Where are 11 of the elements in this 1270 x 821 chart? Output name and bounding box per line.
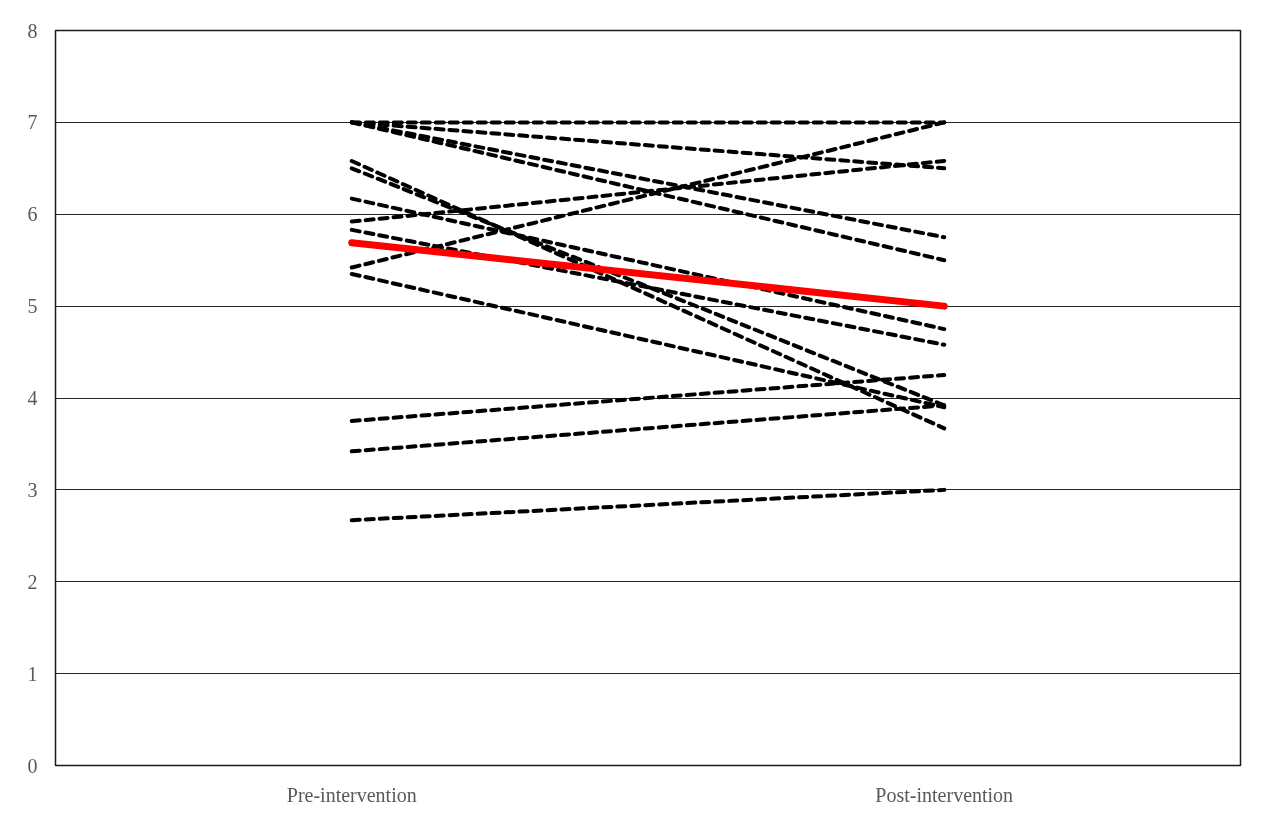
y-tick-label: 8 — [27, 19, 38, 42]
x-tick-label: Pre-intervention — [286, 783, 417, 806]
y-tick-label: 7 — [27, 111, 38, 134]
y-tick-label: 3 — [27, 478, 38, 501]
y-tick-label: 0 — [27, 754, 38, 777]
y-tick-label: 5 — [27, 295, 38, 318]
y-tick-label: 2 — [27, 570, 38, 593]
y-tick-label: 6 — [27, 203, 38, 226]
y-tick-label: 4 — [27, 387, 38, 409]
y-tick-label: 1 — [27, 662, 38, 685]
x-tick-label: Post-intervention — [875, 783, 1014, 806]
